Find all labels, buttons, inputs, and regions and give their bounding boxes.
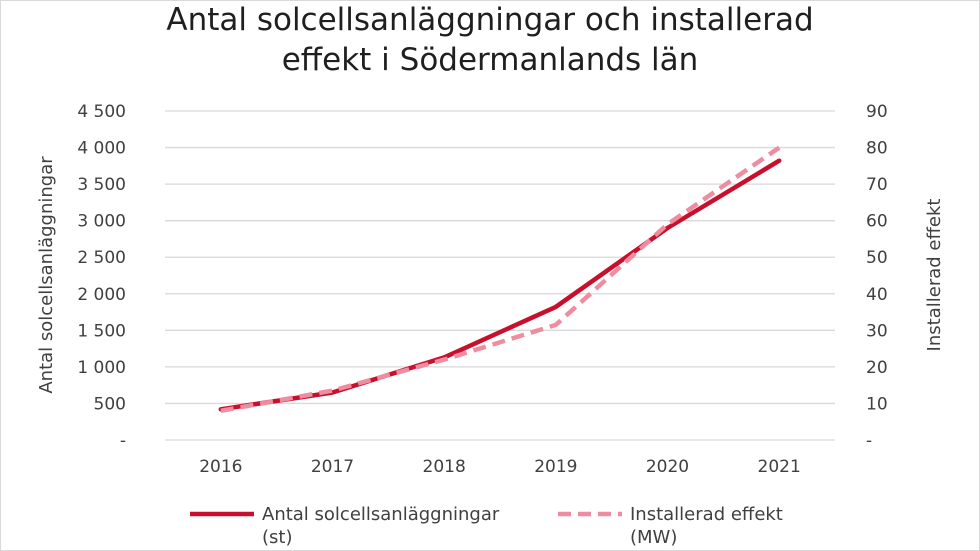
right-tick-label: 70 bbox=[866, 175, 888, 195]
left-tick-label: - bbox=[120, 431, 126, 451]
right-tick-label: - bbox=[866, 431, 872, 451]
right-tick-label: 40 bbox=[866, 285, 888, 305]
x-tick-label: 2017 bbox=[311, 457, 354, 477]
x-tick-label: 2021 bbox=[758, 457, 801, 477]
left-axis-title: Antal solcellsanläggningar bbox=[36, 156, 57, 394]
left-tick-label: 500 bbox=[94, 394, 126, 414]
chart-title-line: Antal solcellsanläggningar och installer… bbox=[166, 2, 813, 38]
x-tick-label: 2020 bbox=[646, 457, 689, 477]
x-axis-ticks: 2016 2017 2018 2019 2020 2021 bbox=[199, 457, 801, 477]
left-tick-label: 1 000 bbox=[77, 358, 126, 378]
left-tick-label: 2 500 bbox=[77, 248, 126, 268]
left-tick-label: 2 000 bbox=[77, 285, 126, 305]
left-axis-ticks: - 500 1 000 1 500 2 000 2 500 3 000 3 500 4 000 4… bbox=[77, 102, 126, 451]
series-lines bbox=[218, 145, 782, 414]
right-tick-label: 60 bbox=[866, 212, 888, 232]
gridlines bbox=[165, 110, 835, 441]
x-tick-label: 2016 bbox=[199, 457, 242, 477]
right-axis-ticks: - 10 20 30 40 50 60 70 80 90 bbox=[866, 102, 888, 451]
chart-title: Antal solcellsanläggningar och installer… bbox=[166, 2, 813, 78]
right-tick-label: 80 bbox=[866, 139, 888, 159]
left-tick-label: 1 500 bbox=[77, 321, 126, 341]
series-line-antal bbox=[218, 158, 782, 412]
left-tick-label: 3 000 bbox=[77, 212, 126, 232]
legend-label: Installerad effekt bbox=[630, 504, 783, 525]
legend: Antal solcellsanläggningar(st) Installera… bbox=[190, 504, 783, 548]
right-axis-title: Installerad effekt bbox=[924, 199, 945, 352]
left-tick-label: 4 000 bbox=[77, 139, 126, 159]
left-tick-label: 4 500 bbox=[77, 102, 126, 122]
series-line-effekt bbox=[220, 145, 781, 414]
right-tick-label: 20 bbox=[866, 358, 888, 378]
right-tick-label: 10 bbox=[866, 394, 888, 414]
x-tick-label: 2018 bbox=[423, 457, 466, 477]
left-tick-label: 3 500 bbox=[77, 175, 126, 195]
legend-label: (st) bbox=[262, 527, 292, 548]
right-tick-label: 50 bbox=[866, 248, 888, 268]
legend-label: Antal solcellsanläggningar bbox=[262, 504, 500, 525]
x-tick-label: 2019 bbox=[534, 457, 577, 477]
chart-title-line: effekt i Södermanlands län bbox=[282, 42, 699, 78]
right-tick-label: 90 bbox=[866, 102, 888, 122]
legend-label: (MW) bbox=[630, 527, 677, 548]
right-tick-label: 30 bbox=[866, 321, 888, 341]
